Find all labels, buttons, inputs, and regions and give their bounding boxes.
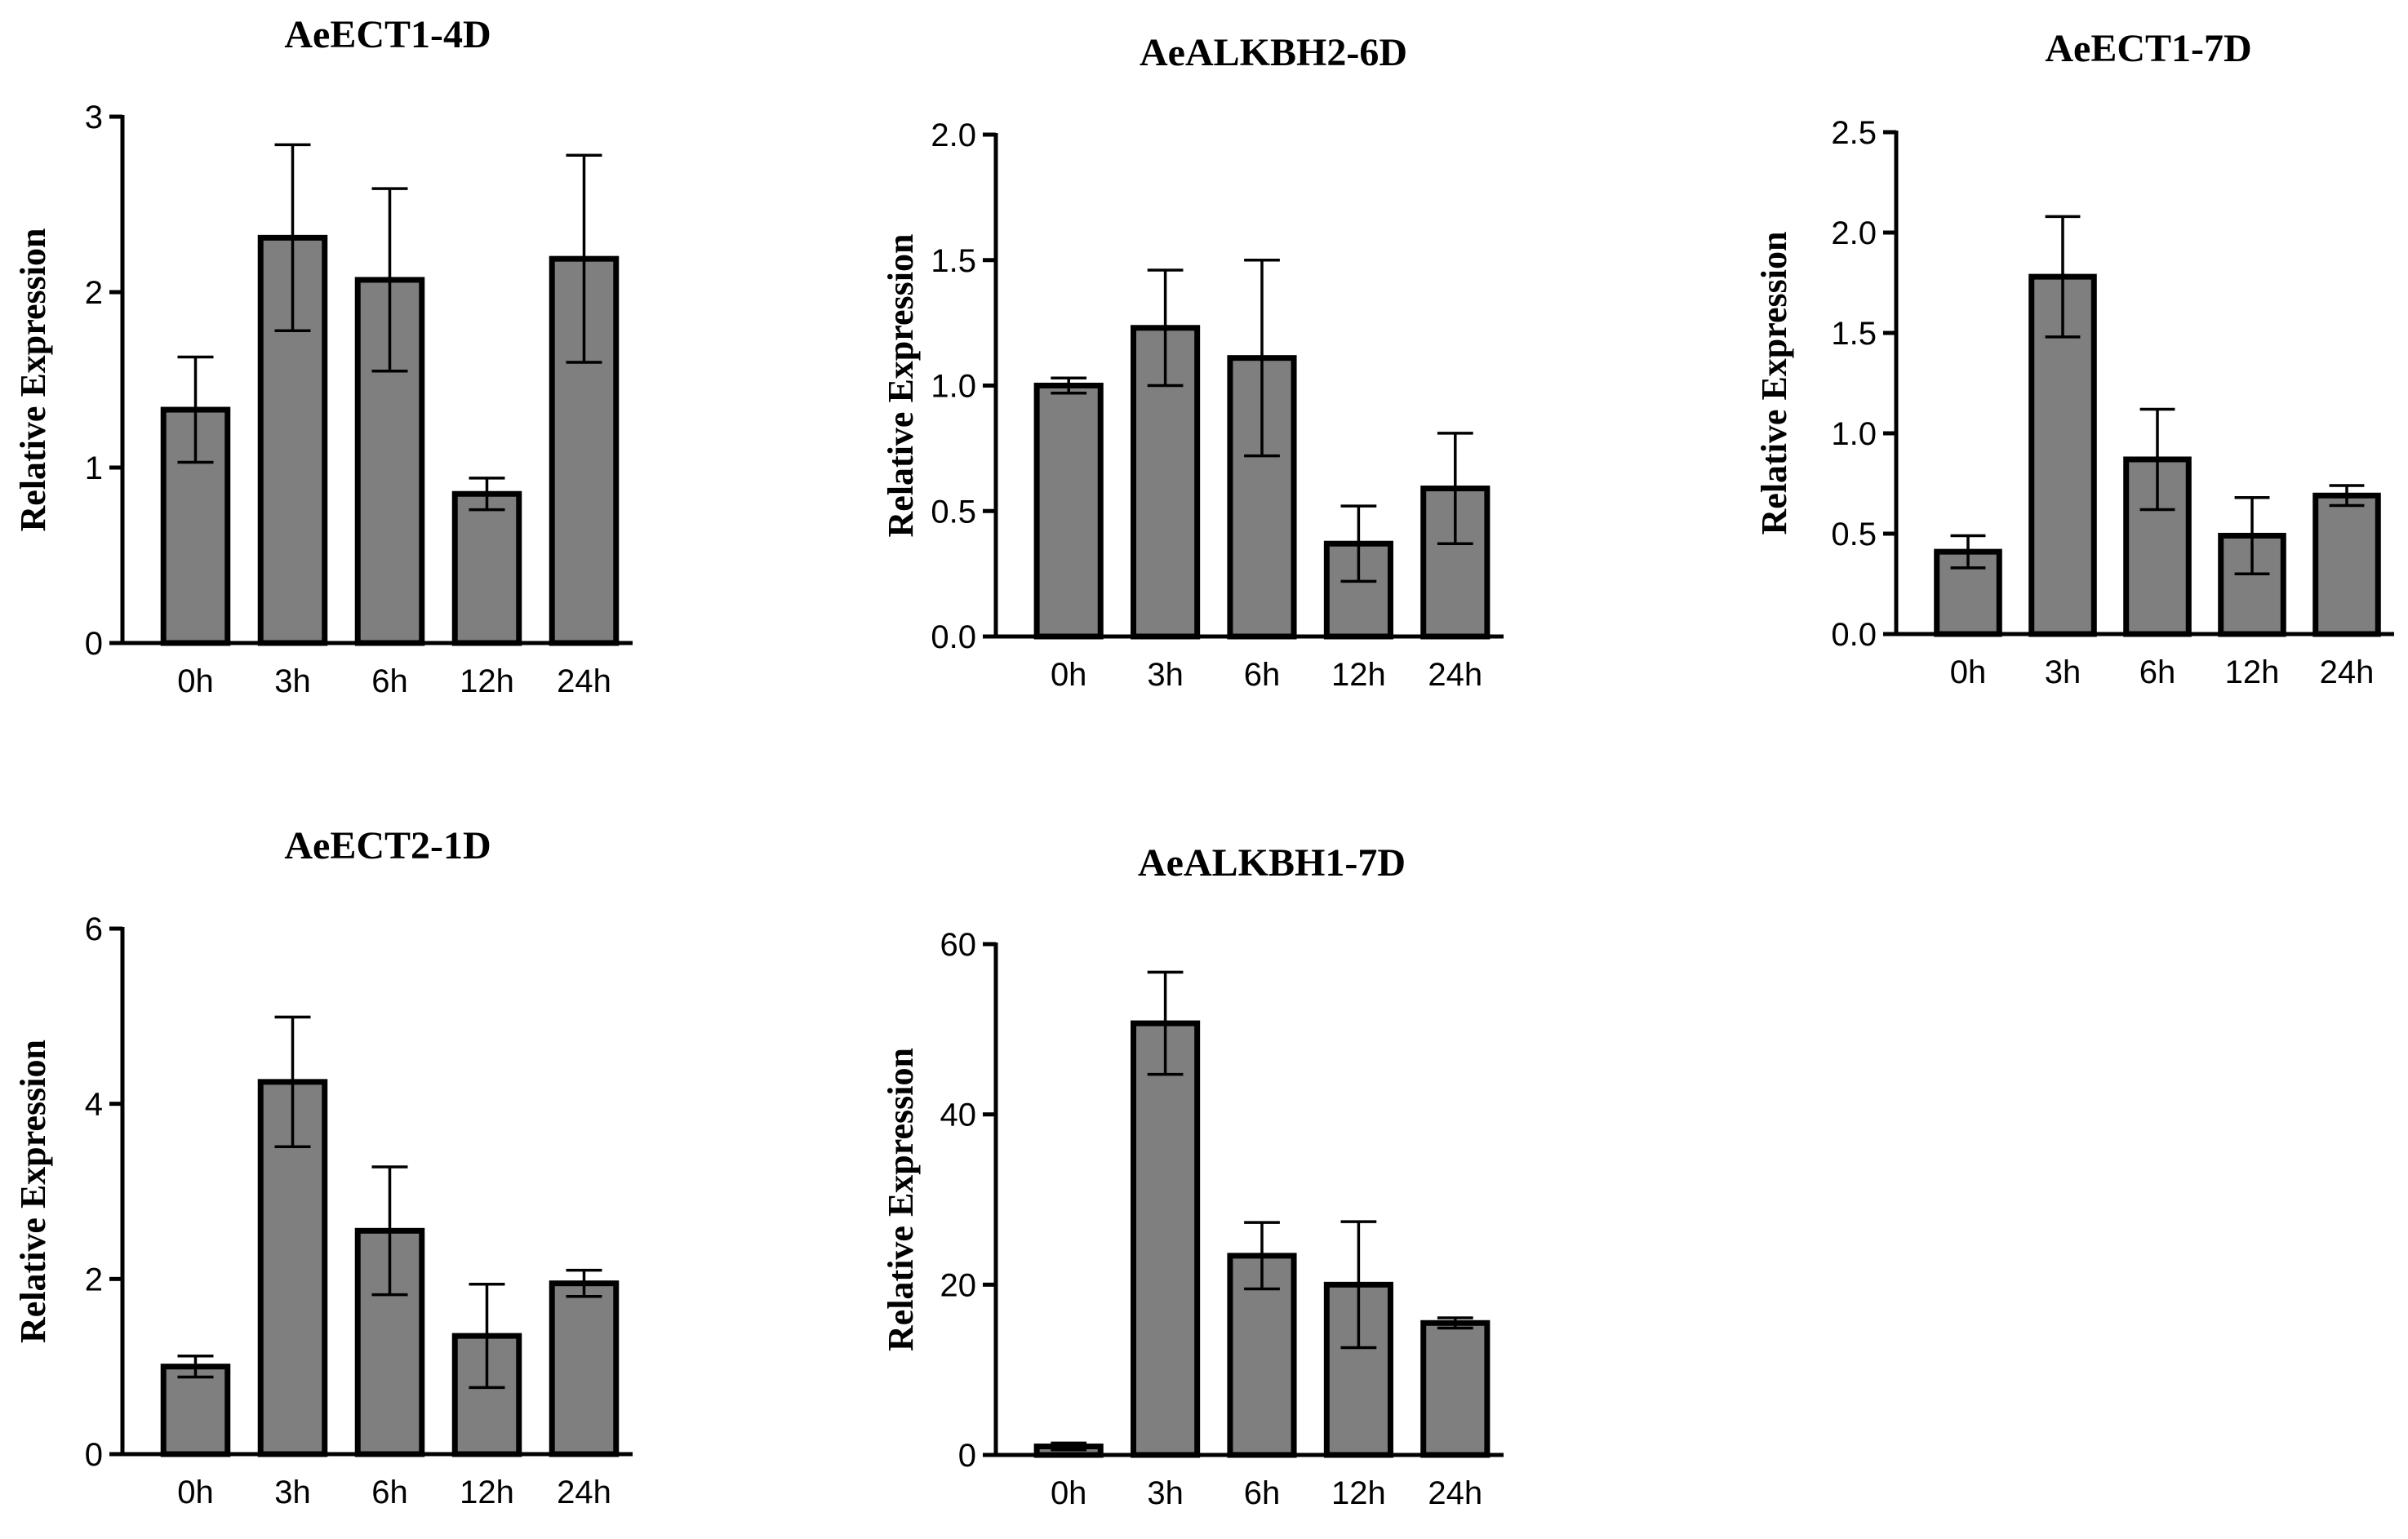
x-tick-label: 3h	[1147, 657, 1184, 693]
x-tick-label: 12h	[460, 1475, 514, 1510]
x-tick-label: 24h	[1428, 657, 1482, 693]
x-tick-label: 12h	[1331, 1475, 1386, 1511]
chart-title: AeECT2-1D	[284, 824, 491, 867]
y-tick-label: 6	[85, 911, 103, 947]
y-tick-label: 0.5	[1831, 517, 1877, 552]
chart-title: AeALKBH2-6D	[1140, 31, 1407, 74]
x-tick-label: 3h	[1147, 1475, 1184, 1511]
x-tick-label: 3h	[2045, 654, 2081, 690]
y-axis-label: Relative Expression	[13, 228, 53, 532]
x-tick-label: 24h	[2320, 654, 2375, 690]
y-tick-label: 1.5	[931, 243, 976, 279]
y-tick-label: 1.0	[1831, 416, 1877, 452]
bar-24h	[549, 1280, 620, 1457]
x-tick-label: 24h	[557, 663, 611, 699]
y-tick-label: 40	[940, 1098, 977, 1133]
y-tick-label: 0.0	[1831, 617, 1877, 653]
x-tick-label: 6h	[1244, 1475, 1281, 1511]
y-tick-label: 60	[940, 927, 977, 963]
x-tick-label: 3h	[274, 1475, 311, 1510]
bar-24h	[2312, 492, 2381, 637]
y-tick-label: 2.5	[1831, 115, 1877, 151]
x-tick-label: 6h	[2139, 654, 2176, 690]
bar-0h	[160, 1364, 231, 1457]
chart-title: AeECT1-7D	[2045, 27, 2251, 70]
y-axis-label: Relative Expression	[881, 1048, 921, 1351]
y-tick-label: 1.5	[1831, 316, 1877, 352]
x-tick-label: 6h	[1244, 657, 1281, 693]
y-tick-label: 2.0	[931, 118, 976, 153]
x-tick-label: 0h	[177, 663, 214, 699]
chart-panel-1: AeALKBH2-6D Relative Expression 0.0 0.5 1.0 1…	[881, 31, 1504, 693]
x-tick-label: 0h	[1950, 654, 1987, 690]
y-tick-label: 0.0	[931, 619, 976, 655]
x-tick-label: 12h	[460, 663, 514, 699]
x-tick-label: 12h	[1331, 657, 1386, 693]
bar-24h	[1420, 486, 1491, 640]
y-tick-label: 0.5	[931, 494, 976, 530]
x-tick-label: 0h	[1051, 657, 1087, 693]
y-tick-label: 2	[85, 1262, 103, 1297]
x-tick-label: 24h	[557, 1475, 611, 1510]
x-tick-label: 0h	[1051, 1475, 1087, 1511]
y-axis-label: Relative Expression	[13, 1040, 53, 1343]
bar-24h	[1420, 1319, 1491, 1458]
x-tick-label: 6h	[371, 1475, 408, 1510]
y-tick-label: 2.0	[1831, 215, 1877, 251]
x-tick-label: 12h	[2225, 654, 2280, 690]
chart-title: AeECT1-4D	[284, 13, 491, 56]
x-tick-label: 6h	[371, 663, 408, 699]
bar-6h	[1227, 1253, 1297, 1458]
y-axis-label: Relative Expression	[1754, 232, 1794, 535]
y-tick-label: 2	[85, 275, 103, 311]
y-tick-label: 0	[85, 626, 103, 662]
y-tick-label: 0	[958, 1438, 976, 1474]
chart-panel-0: AeECT1-4D Relative Expression 0 1 2 3 0h 3h 6h 12…	[13, 13, 633, 699]
y-tick-label: 3	[85, 100, 103, 135]
x-tick-label: 24h	[1428, 1475, 1482, 1511]
bar-12h	[451, 490, 522, 646]
chart-title: AeALKBH1-7D	[1138, 841, 1406, 885]
y-tick-label: 4	[85, 1087, 103, 1123]
chart-panel-4: AeALKBH1-7D Relative Expression 0 20 40 60 0h 3…	[881, 841, 1504, 1511]
y-tick-label: 1.0	[931, 369, 976, 405]
x-tick-label: 3h	[274, 663, 311, 699]
y-tick-label: 0	[85, 1437, 103, 1473]
bar-0h	[1033, 383, 1104, 640]
chart-panel-3: AeECT2-1D Relative Expression 0 2 4 6 0h 3h 6h 12…	[13, 824, 633, 1510]
y-tick-label: 1	[85, 450, 103, 486]
y-tick-label: 20	[940, 1267, 977, 1303]
y-axis-label: Relative Expression	[881, 234, 921, 538]
x-tick-label: 0h	[177, 1475, 214, 1510]
chart-panel-2: AeECT1-7D Relative Expression 0.0 0.5 1.0 1.5…	[1754, 27, 2394, 690]
bar-3h	[1131, 1020, 1201, 1458]
